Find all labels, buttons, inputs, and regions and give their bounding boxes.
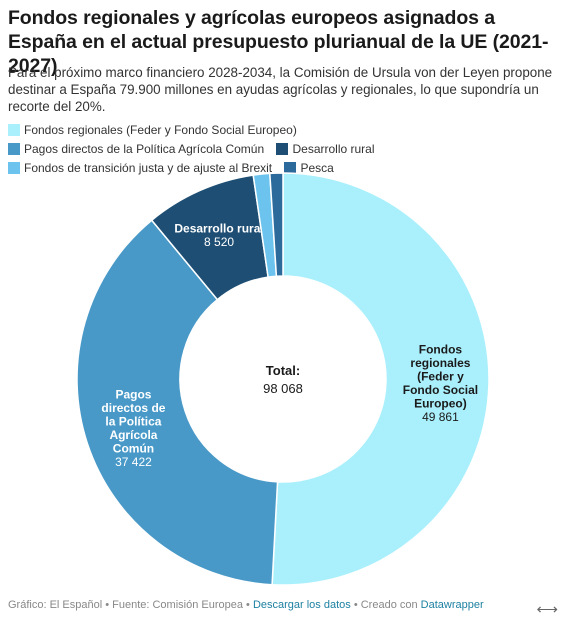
legend-label: Pagos directos de la Política Agrícola C…: [24, 142, 265, 156]
slice-label: la Política: [105, 415, 161, 429]
slice-value-label: 49 861: [422, 410, 459, 424]
donut-slice: [271, 172, 490, 586]
chart-footer: Gráfico: El Español • Fuente: Comisión E…: [8, 599, 484, 611]
legend-item: Fondos de transición justa y de ajuste a…: [8, 161, 272, 175]
slice-value-label: 37 422: [115, 455, 152, 469]
expand-arrows-icon[interactable]: ⟷: [536, 601, 558, 618]
footer-source: Gráfico: El Español • Fuente: Comisión E…: [8, 599, 253, 611]
legend-label: Fondos regionales (Feder y Fondo Social …: [24, 123, 297, 137]
center-total-label: Total:: [266, 363, 300, 378]
legend-item: Desarrollo rural: [276, 142, 375, 156]
chart-title: Fondos regionales y agrícolas europeos a…: [8, 7, 549, 77]
legend-swatch: [8, 124, 20, 136]
legend-swatch: [284, 162, 297, 174]
slice-label: Europeo): [414, 396, 467, 410]
footer-separator: • Creado con: [350, 599, 421, 611]
slice-label: regionales: [410, 356, 470, 370]
slice-label: (Feder y: [417, 369, 464, 383]
chart-legend: Fondos regionales (Feder y Fondo Social …: [8, 121, 560, 178]
slice-label: directos de: [101, 401, 165, 415]
download-data-link[interactable]: Descargar los datos: [252, 599, 351, 611]
datawrapper-link[interactable]: Datawrapper: [420, 599, 484, 611]
donut-slice: [269, 172, 284, 278]
slice-label: Agrícola: [109, 428, 157, 442]
legend-item: Pesca: [284, 161, 334, 175]
legend-swatch: [8, 143, 20, 155]
center-total-value: 98 068: [263, 381, 303, 396]
legend-item: Fondos regionales (Feder y Fondo Social …: [8, 123, 297, 137]
chart-subtitle: Para el próximo marco financiero 2028-20…: [8, 65, 553, 114]
slice-label: Pagos: [115, 388, 151, 402]
legend-swatch: [276, 143, 289, 155]
legend-label: Fondos de transición justa y de ajuste a…: [24, 161, 273, 175]
legend-item: Pagos directos de la Política Agrícola C…: [8, 142, 264, 156]
slice-label: Fondos: [419, 342, 463, 356]
slice-value-label: 8 520: [204, 235, 234, 249]
legend-label: Pesca: [300, 161, 334, 175]
legend-label: Desarrollo rural: [292, 142, 375, 156]
slice-label: Fondo Social: [403, 383, 478, 397]
slice-label: Común: [113, 442, 154, 456]
donut-slice: [76, 219, 279, 586]
slice-label: Desarrollo rural: [174, 221, 263, 235]
legend-swatch: [8, 162, 20, 174]
